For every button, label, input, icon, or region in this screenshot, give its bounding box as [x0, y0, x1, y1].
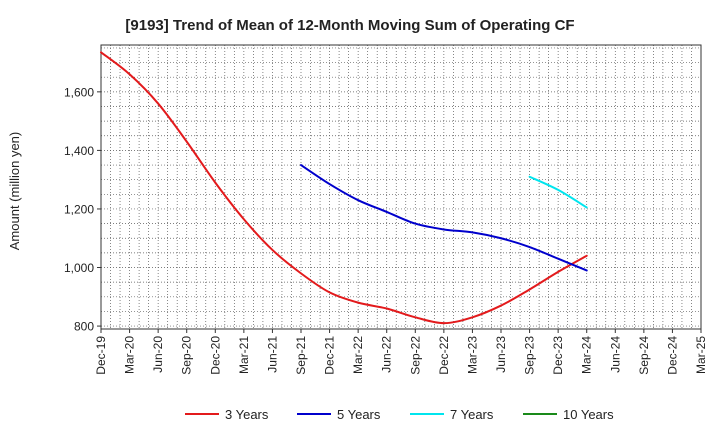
y-tick-label: 1,400	[64, 144, 94, 158]
series-line-3-years	[100, 51, 588, 325]
plot-frame	[100, 44, 702, 330]
x-tick-label: Sep-22	[408, 336, 422, 375]
x-tick-label: Sep-23	[523, 336, 537, 375]
x-tick-label: Mar-20	[123, 336, 137, 374]
axes: 800 1,000 1,200 1,400 1,600 Dec-19 Mar-20 Jun-2…	[64, 44, 708, 375]
x-tick-label: Mar-21	[237, 336, 251, 374]
x-tick-label: Dec-24	[665, 336, 679, 375]
y-tick-label: 1,000	[64, 261, 94, 275]
y-tick-label: 800	[74, 320, 94, 334]
x-tick-label: Jun-22	[380, 336, 394, 373]
x-tick-label: Dec-20	[208, 336, 222, 375]
x-tick-label: Jun-24	[608, 336, 622, 373]
gridlines	[100, 45, 702, 329]
x-tick-label: Dec-22	[437, 336, 451, 375]
x-tick-label: Mar-25	[694, 336, 708, 374]
legend-label-7-years: 7 Years	[450, 407, 494, 422]
legend-label-10-years: 10 Years	[563, 407, 614, 422]
x-tick-label: Mar-22	[351, 336, 365, 374]
x-tick-label: Dec-23	[551, 336, 565, 375]
series-line-7-years	[528, 175, 588, 209]
x-tick-label: Mar-24	[580, 336, 594, 374]
x-tick-label: Sep-21	[294, 336, 308, 375]
x-tick-label: Mar-23	[465, 336, 479, 374]
legend-label-5-years: 5 Years	[337, 407, 381, 422]
y-tick-label: 1,600	[64, 85, 94, 99]
x-tick-label: Dec-21	[323, 336, 337, 375]
chart-title: [9193] Trend of Mean of 12-Month Moving …	[125, 17, 574, 34]
x-tick-label: Jun-21	[265, 336, 279, 373]
series-line-5-years	[300, 164, 588, 272]
x-tick-label: Jun-20	[151, 336, 165, 373]
y-tick-label: 1,200	[64, 202, 94, 216]
x-tick-label: Sep-20	[180, 336, 194, 375]
x-tick-label: Dec-19	[94, 336, 108, 375]
x-tick-label: Jun-23	[494, 336, 508, 373]
y-axis-label: Amount (million yen)	[7, 132, 22, 251]
legend: 3 Years 5 Years 7 Years 10 Years	[185, 407, 614, 422]
legend-label-3-years: 3 Years	[225, 407, 269, 422]
series-lines	[100, 51, 588, 325]
x-tick-label: Sep-24	[637, 336, 651, 375]
